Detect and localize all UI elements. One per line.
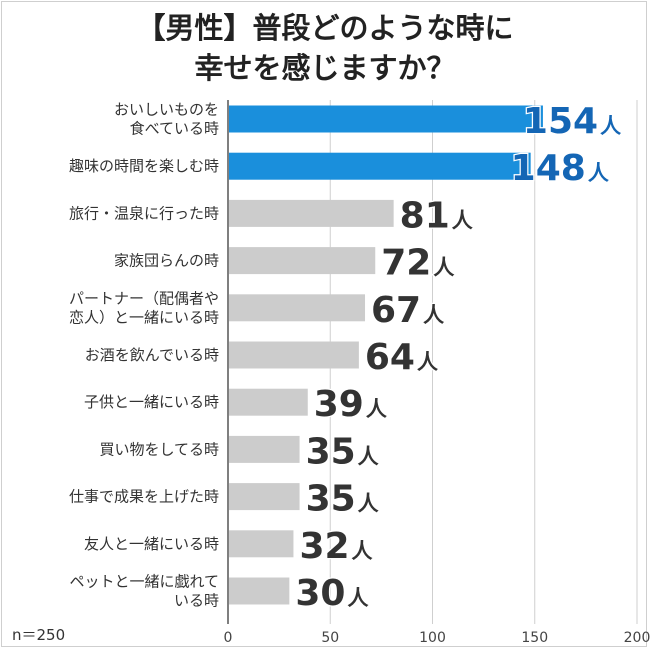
bar — [229, 435, 300, 463]
x-tick-label: 150 — [521, 630, 548, 646]
category-label: おいしいものを食べている時 — [114, 101, 219, 138]
x-tick-label: 200 — [624, 630, 650, 646]
category-label: 家族団らんの時 — [114, 252, 219, 270]
bar — [229, 483, 300, 511]
category-label: 友人と一緒にいる時 — [84, 535, 219, 553]
data-label: 35人 — [306, 431, 379, 472]
data-label: 81人 — [400, 195, 473, 236]
bar — [229, 247, 376, 275]
category-label: 仕事で成果を上げた時 — [69, 488, 219, 506]
category-label: ペットと一緒に戯れている時 — [69, 573, 219, 610]
category-label: パートナー（配偶者や恋人）と一緒にいる時 — [69, 289, 219, 326]
chart-title-line-2: 幸せを感じますか？ — [194, 51, 456, 85]
chart-title-line-1: 【男性】普段どのような時に — [136, 11, 514, 45]
category-label: 趣味の時間を楽しむ時 — [69, 157, 219, 175]
data-label: 154人 — [523, 101, 621, 142]
bar — [229, 105, 543, 133]
bar — [229, 341, 359, 369]
data-label: 32人 — [299, 526, 372, 567]
category-label: 旅行・温泉に行った時 — [69, 204, 219, 222]
data-label: 64人 — [365, 337, 438, 378]
bar — [229, 199, 394, 227]
data-label: 148人 — [511, 148, 609, 189]
data-label: 72人 — [381, 243, 454, 284]
x-tick-label: 0 — [224, 630, 233, 646]
x-tick-label: 100 — [419, 630, 446, 646]
category-label: お酒を飲んでいる時 — [85, 346, 219, 364]
bar — [229, 294, 366, 322]
bar — [229, 530, 294, 558]
sample-size-note: n＝250 — [12, 626, 66, 644]
bar — [229, 152, 531, 180]
chart-title: 【男性】普段どのような時に 幸せを感じますか？ — [0, 8, 650, 88]
category-label: 買い物をしてる時 — [99, 440, 219, 458]
category-label: 子供と一緒にいる時 — [84, 393, 219, 411]
bar — [229, 388, 308, 416]
x-tick-label: 50 — [321, 630, 339, 646]
data-label: 35人 — [306, 479, 379, 520]
bar — [229, 577, 290, 605]
data-label: 39人 — [314, 384, 387, 425]
data-label: 30人 — [295, 573, 368, 614]
data-label: 67人 — [371, 290, 444, 331]
